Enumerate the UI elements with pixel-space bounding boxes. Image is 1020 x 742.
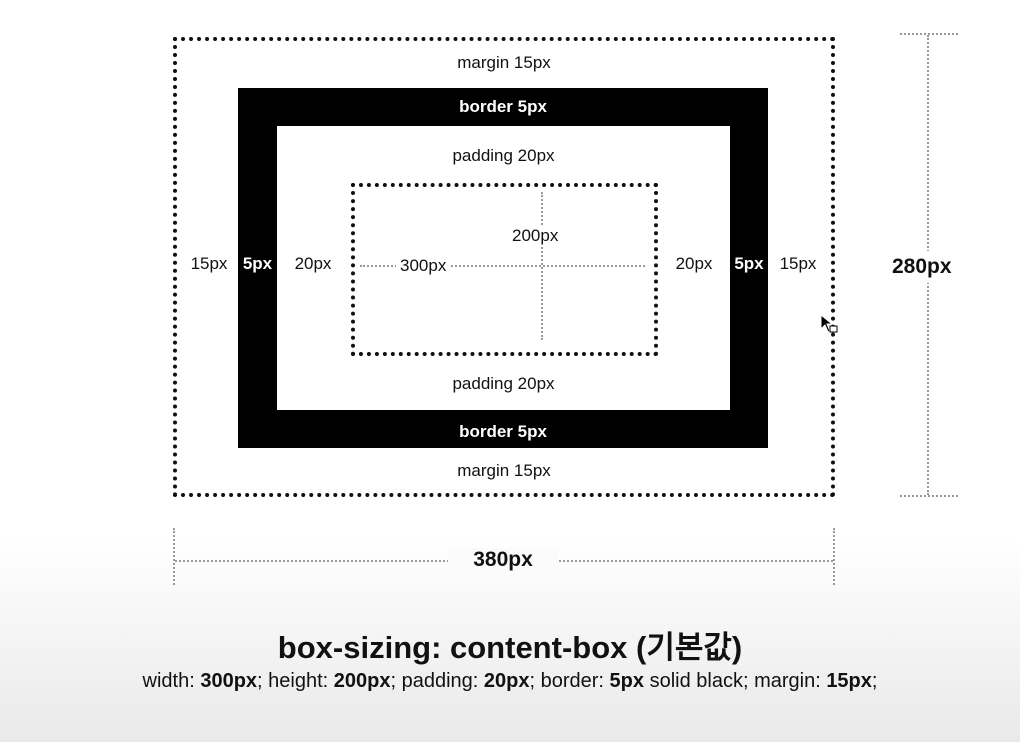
total-height-label: 280px (888, 251, 956, 283)
border-right-label: 5px (734, 254, 764, 273)
content-height-label: 200px (508, 226, 563, 246)
content-height-guide (541, 192, 543, 340)
padding-bottom-label: padding 20px (452, 374, 555, 393)
css-code-line: width: 300px; height: 200px; padding: 20… (142, 670, 878, 692)
margin-left-label: 15px (190, 254, 228, 273)
margin-area (173, 37, 835, 497)
content-area (351, 183, 658, 356)
content-width-guide (360, 265, 645, 267)
padding-top-label: padding 20px (452, 146, 555, 165)
border-top-label: border 5px (459, 97, 547, 116)
cursor-icon (820, 314, 838, 333)
width-guide-left (173, 528, 175, 585)
total-width-label: 380px (448, 548, 558, 572)
margin-top-label: margin 15px (457, 53, 551, 72)
margin-bottom-label: margin 15px (457, 461, 551, 480)
content-width-label: 300px (396, 256, 451, 276)
padding-right-label: 20px (675, 254, 713, 273)
height-guide-bottom (900, 495, 958, 497)
border-left-label: 5px (242, 254, 273, 273)
height-guide-top (900, 33, 958, 35)
page-title: box-sizing: content-box (기본값) (277, 630, 743, 665)
border-bottom-label: border 5px (459, 422, 547, 441)
padding-left-label: 20px (294, 254, 332, 273)
margin-right-label: 15px (779, 254, 817, 273)
width-guide-right (833, 528, 835, 585)
